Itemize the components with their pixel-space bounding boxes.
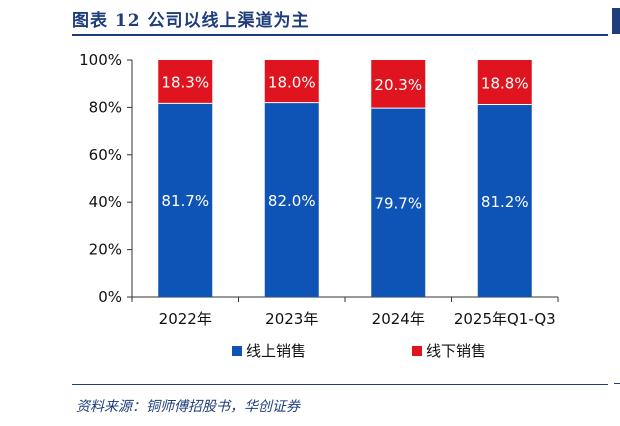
- legend-offline-label: 线下销售: [426, 342, 486, 360]
- data-labels: 81.7% 18.3% 82.0% 18.0% 79.7% 20.3% 81.2% 18.8%: [161, 73, 528, 212]
- y-tick-label: 0%: [98, 288, 122, 306]
- data-label: 18.0%: [268, 73, 316, 91]
- legend: 线上销售 线下销售: [232, 342, 486, 360]
- source-note: 资料来源：铜师傅招股书，华创证券: [76, 399, 300, 415]
- data-label: 20.3%: [374, 76, 422, 94]
- legend-online-swatch: [232, 346, 242, 356]
- bars: [158, 60, 532, 298]
- bar-online-sales: [371, 108, 426, 298]
- adjacent-figure-rule: [614, 383, 620, 384]
- y-tick-label: 60%: [89, 146, 122, 164]
- bar-online-sales: [264, 102, 319, 297]
- bar-offline-sales: [477, 60, 532, 105]
- x-tick-label: 2022年: [159, 310, 212, 328]
- y-tick-label: 80%: [89, 98, 122, 116]
- source-rule: [72, 384, 608, 385]
- bar-offline-sales: [264, 60, 319, 103]
- legend-offline-swatch: [412, 346, 422, 356]
- title-rule: [72, 34, 608, 36]
- bar-online-sales: [158, 103, 213, 297]
- y-tick-label: 20%: [89, 241, 122, 259]
- data-label: 81.2%: [481, 193, 529, 211]
- data-label: 81.7%: [161, 192, 209, 210]
- figure-title: 图表 12 公司以线上渠道为主: [72, 11, 310, 31]
- y-tick-label: 40%: [89, 193, 122, 211]
- legend-online-label: 线上销售: [246, 342, 306, 360]
- bar-offline-sales: [158, 60, 213, 104]
- x-tick-label: 2024年: [372, 310, 425, 328]
- data-label: 82.0%: [268, 192, 316, 210]
- stacked-bar-chart: 0% 20% 40% 60% 80% 100% 2022年 2023年 2024年 2025年Q1…: [79, 51, 559, 360]
- x-tick-label: 2025年Q1-Q3: [454, 310, 556, 328]
- bar-online-sales: [477, 104, 532, 297]
- data-label: 18.8%: [481, 74, 529, 92]
- data-label: 18.3%: [161, 74, 209, 92]
- y-tick-label: 100%: [79, 51, 122, 69]
- axes: 0% 20% 40% 60% 80% 100% 2022年 2023年 2024年 2025年Q1…: [79, 51, 559, 328]
- data-label: 79.7%: [374, 195, 422, 213]
- bar-offline-sales: [371, 60, 426, 109]
- adjacent-figure-edge: [612, 8, 620, 34]
- x-tick-label: 2023年: [265, 310, 318, 328]
